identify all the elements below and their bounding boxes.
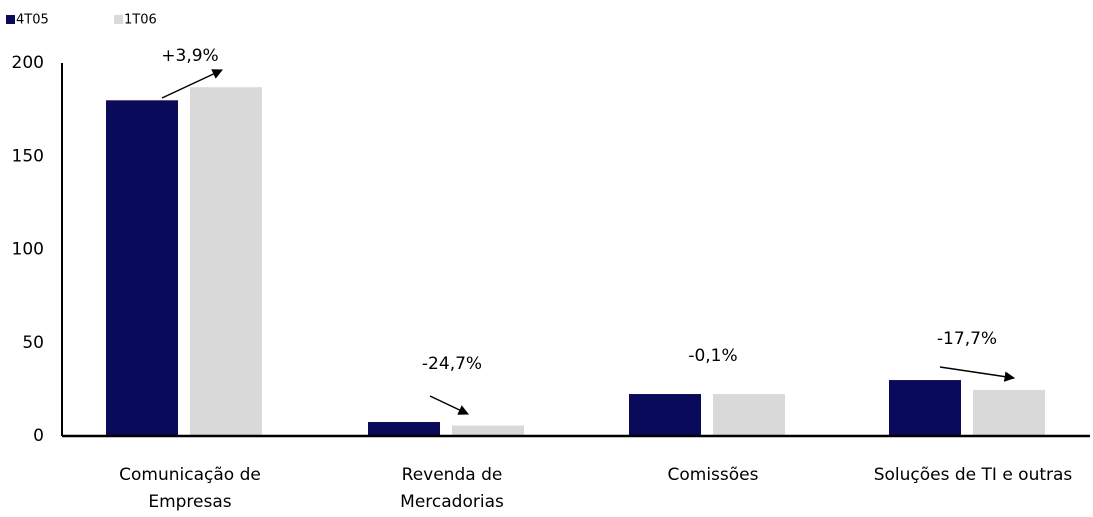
bar	[973, 389, 1045, 436]
y-tick-label: 0	[33, 426, 44, 446]
annotation: +3,9%	[161, 46, 218, 66]
x-tick-label: Comissões	[668, 465, 759, 485]
bar	[368, 422, 440, 436]
bar	[190, 87, 262, 437]
y-tick-label: 100	[12, 240, 44, 260]
y-tick-label: 200	[12, 53, 44, 73]
annotation: -17,7%	[937, 329, 997, 349]
bar	[713, 394, 785, 436]
x-tick-label: Soluções de TI e outras	[874, 465, 1073, 485]
arrow	[429, 395, 469, 415]
x-tick-label: Revenda de Mercadorias	[400, 465, 504, 512]
bar	[889, 380, 961, 436]
arrow	[161, 69, 223, 99]
legend-label: 4T05	[16, 13, 49, 28]
arrow	[939, 366, 1016, 382]
y-tick-label: 150	[12, 146, 44, 166]
bar	[106, 100, 178, 437]
annotation: -24,7%	[422, 354, 482, 374]
legend-swatch	[6, 15, 15, 24]
bar	[629, 394, 701, 436]
arrows	[161, 69, 1016, 415]
legend-label: 1T06	[124, 13, 157, 28]
y-tick-label: 50	[22, 333, 44, 353]
legend-swatch	[114, 15, 123, 24]
annotation: -0,1%	[688, 346, 737, 366]
bar	[452, 425, 524, 436]
x-tick-label: Comunicação de Empresas	[119, 465, 261, 512]
